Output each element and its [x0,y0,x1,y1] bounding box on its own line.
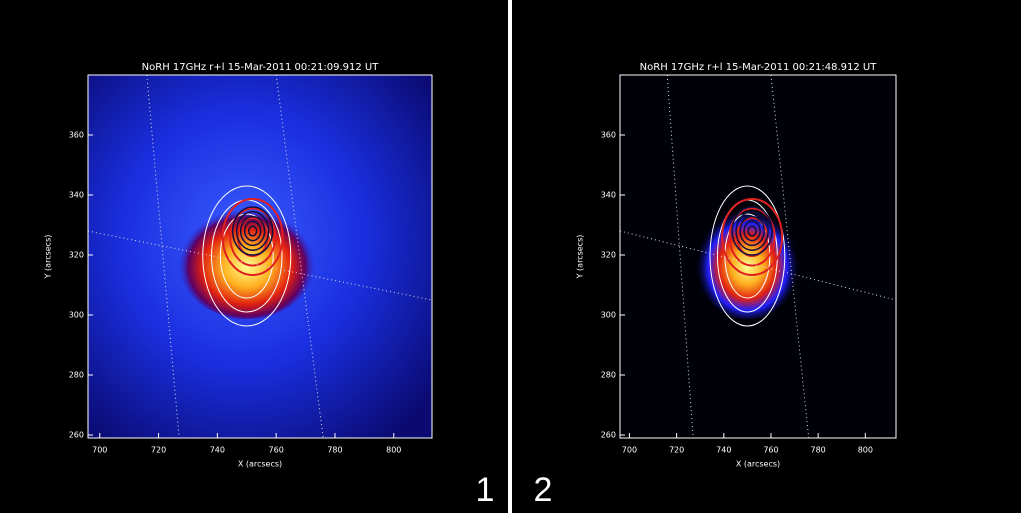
white-contour [219,213,274,299]
x-tick-label: 780 [327,446,342,455]
dark-contour [747,225,757,237]
emission-source [177,202,316,320]
dark-contour [243,220,262,242]
y-tick-label: 340 [69,191,84,200]
y-tick-label: 280 [601,371,616,380]
y-tick-label: 260 [69,431,84,440]
plot-title: NoRH 17GHz r+l 15-Mar-2011 00:21:48.912 … [640,62,878,73]
y-tick-label: 300 [601,311,616,320]
y-tick-label: 280 [69,371,84,380]
panel: NoRH 17GHz r+l 15-Mar-2011 00:21:48.912 … [534,62,897,509]
y-axis-label: Y (arcsecs) [44,235,53,280]
dark-contour [231,206,274,256]
plot-frame [619,74,897,439]
y-tick-label: 300 [69,311,84,320]
dark-contour [247,225,258,237]
x-tick-label: 700 [92,446,107,455]
dark-contour [743,220,761,242]
x-tick-label: 760 [269,446,284,455]
x-tick-label: 720 [151,446,166,455]
x-tick-label: 780 [811,446,826,455]
x-tick-label: 800 [858,446,873,455]
divider [508,0,512,513]
x-tick-label: 760 [763,446,778,455]
x-tick-label: 720 [669,446,684,455]
y-tick-label: 340 [601,191,616,200]
x-axis-label: X (arcsecs) [238,460,282,469]
red-contour [721,198,784,276]
dark-contour [235,211,270,251]
y-tick-label: 360 [601,131,616,140]
x-tick-label: 740 [210,446,225,455]
white-contour [202,185,292,327]
grid-dotted [87,230,433,301]
plot-title: NoRH 17GHz r+l 15-Mar-2011 00:21:09.912 … [142,62,380,73]
y-tick-label: 260 [601,431,616,440]
panel: NoRH 17GHz r+l 15-Mar-2011 00:21:09.912 … [44,62,495,509]
x-tick-label: 740 [716,446,731,455]
emission-source [694,202,800,320]
grid-dotted [666,74,694,439]
y-tick-label: 320 [69,251,84,260]
red-contour [229,207,277,267]
x-tick-label: 700 [622,446,637,455]
dark-contour [735,211,769,251]
grid-dotted [146,74,180,439]
y-tick-label: 360 [69,131,84,140]
dark-contour [239,215,266,247]
panel-number: 2 [534,471,553,509]
dark-contour [739,215,765,247]
plot-frame [87,74,433,439]
y-axis-label: Y (arcsecs) [576,235,585,280]
grid-dotted [770,74,810,439]
dark-contour [731,206,773,256]
x-tick-label: 800 [386,446,401,455]
red-contour [221,198,284,276]
x-axis-label: X (arcsecs) [736,460,780,469]
white-contour [709,185,786,327]
y-tick-label: 320 [601,251,616,260]
red-contour [728,207,776,267]
panel-number: 1 [476,471,495,509]
